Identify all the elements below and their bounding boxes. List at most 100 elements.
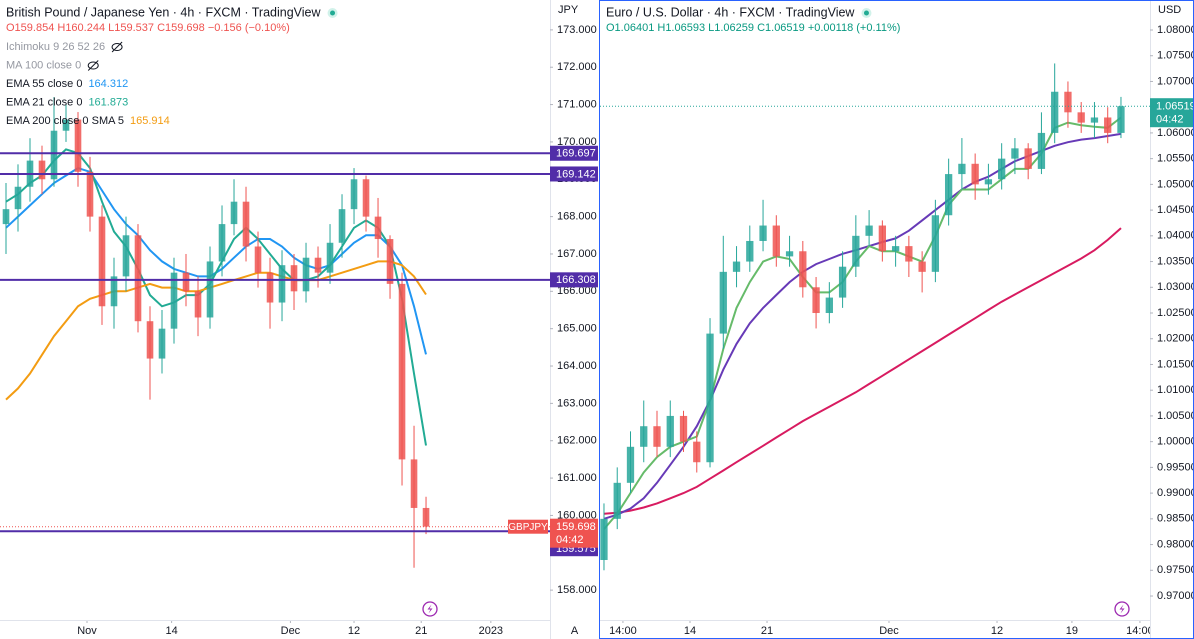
candle-body: [422, 507, 430, 527]
y-tick-label: 160.000: [557, 509, 597, 521]
candle-body: [290, 265, 298, 292]
candle-body: [600, 518, 608, 561]
candle-body: [350, 179, 358, 210]
candle-body: [110, 276, 118, 307]
candle-body: [302, 257, 310, 292]
indicator-line: [5, 260, 427, 401]
x-tick-label: 14:00: [609, 625, 637, 637]
candle-body: [878, 225, 887, 252]
candle-body: [338, 209, 346, 243]
indicator-value: 164.312: [88, 78, 128, 90]
currency-label: USD: [1158, 4, 1181, 16]
candle-body: [931, 215, 940, 272]
y-tick-label: 0.99500: [1157, 461, 1194, 473]
symbol-tag-box: [508, 519, 548, 534]
x-tick-label: 14:00: [1126, 625, 1154, 637]
x-tick-label: 21: [761, 625, 773, 637]
price-countdown: 04:42: [556, 534, 584, 546]
candle-body: [1104, 117, 1112, 133]
auto-scale-button[interactable]: A: [571, 625, 579, 637]
chart-title: Euro / U.S. Dollar · 4h · FXCM · Trading…: [606, 5, 855, 19]
candle-body: [971, 163, 979, 185]
level-label: 169.697: [556, 148, 596, 160]
hidden-eye-icon[interactable]: [111, 43, 123, 51]
candle-body: [984, 179, 993, 185]
candle-body: [891, 246, 900, 252]
candle-body: [410, 459, 418, 508]
x-tick-label: Nov: [77, 625, 97, 637]
x-tick-label: Dec: [879, 625, 899, 637]
x-tick-label: 2023: [479, 625, 503, 637]
candle-body: [918, 261, 926, 272]
currency-label: JPY: [558, 4, 579, 16]
chart-title: British Pound / Japanese Yen · 4h · FXCM…: [6, 5, 321, 19]
candle-body: [158, 328, 166, 359]
candle-body: [1117, 106, 1125, 133]
y-tick-label: 1.04000: [1157, 230, 1194, 242]
y-tick-label: 1.01500: [1157, 358, 1194, 370]
candle-body: [653, 426, 661, 447]
symbol-tag: GBPJPY: [508, 522, 548, 533]
candle-body: [1090, 117, 1099, 123]
lightning-icon-bolt: [427, 604, 433, 614]
y-tick-label: 1.07000: [1157, 75, 1194, 87]
y-tick-label: 1.04500: [1157, 204, 1194, 216]
lightning-icon[interactable]: [422, 601, 438, 617]
lightning-icon-bolt: [1119, 604, 1125, 614]
candle-body: [242, 201, 250, 247]
market-status-dot: [330, 10, 336, 16]
y-tick-label: 162.000: [557, 435, 597, 447]
candle-body: [732, 261, 741, 272]
indicator-legend: MA 100 close 0: [6, 59, 81, 71]
y-tick-label: 165.000: [557, 323, 597, 335]
candle-body: [905, 246, 913, 262]
candle-body: [944, 174, 953, 216]
indicator-line: [603, 116, 1122, 530]
y-tick-label: 172.000: [557, 61, 597, 73]
lightning-icon[interactable]: [1114, 601, 1130, 617]
market-status-dot: [863, 10, 869, 16]
candle-body: [38, 160, 46, 180]
x-tick-label: 19: [1066, 625, 1078, 637]
candle-body: [254, 246, 262, 273]
hidden-eye-slash: [87, 60, 99, 71]
candle-body: [182, 272, 190, 292]
candle-body: [1077, 112, 1085, 123]
y-tick-label: 0.98500: [1157, 513, 1194, 525]
plot-area: [600, 63, 1150, 571]
candle-body: [825, 297, 833, 314]
y-tick-label: 0.99000: [1157, 487, 1194, 499]
y-tick-label: 1.02500: [1157, 307, 1194, 319]
candle-body: [14, 186, 22, 210]
candle-body: [50, 130, 58, 180]
selected-panel-border: [599, 0, 1194, 639]
price-label-box: [550, 518, 598, 548]
candle-body: [679, 415, 688, 442]
y-tick-label: 1.03500: [1157, 255, 1194, 267]
candle-body: [1037, 132, 1046, 169]
candle-body: [146, 321, 154, 359]
level-label: 169.142: [556, 168, 596, 180]
candle-body: [1024, 148, 1032, 169]
candle-body: [759, 225, 767, 241]
y-tick-label: 1.05500: [1157, 153, 1194, 165]
y-tick-label: 173.000: [557, 24, 597, 36]
candle-body: [170, 272, 178, 329]
price-label: 1.06519: [1156, 101, 1194, 113]
y-tick-label: 161.000: [557, 472, 597, 484]
level-label-box: [550, 272, 598, 288]
indicator-line: [603, 227, 1122, 515]
indicator-legend: Ichimoku 9 26 52 26: [6, 41, 105, 53]
candle-body: [719, 271, 727, 334]
hidden-eye-icon[interactable]: [87, 61, 99, 70]
candle-body: [1064, 91, 1072, 113]
indicator-value: 165.914: [130, 115, 170, 127]
y-tick-label: 166.000: [557, 285, 597, 297]
price-label: 159.698: [556, 521, 596, 533]
indicator-legend: EMA 21 close 0: [6, 96, 82, 108]
ohlc-legend: O1.06401 H1.06593 L1.06259 C1.06519 +0.0…: [606, 22, 900, 34]
candle-body: [865, 225, 873, 236]
candle-body: [362, 179, 370, 217]
y-tick-label: 1.00500: [1157, 410, 1194, 422]
